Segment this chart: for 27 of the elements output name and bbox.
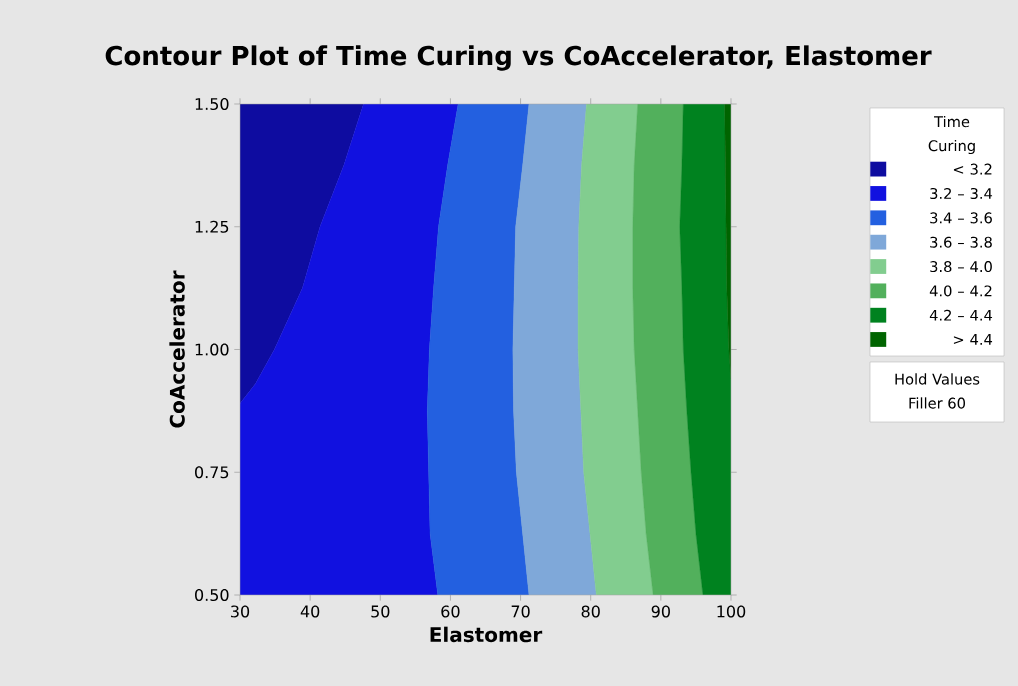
y-tick-label: 1.00 [195,343,229,356]
x-tick-label: 30 [231,605,250,618]
text: Hold Values [895,373,980,385]
text: 3.4 – 3.6 [930,212,992,224]
x-tick-label: 70 [511,605,530,618]
legend-title: Time Curing [928,115,975,155]
text: 3.2 – 3.4 [930,187,993,200]
x-tick-label: 50 [371,605,390,618]
x-tick-label: 60 [441,605,460,618]
chart-title: Contour Plot of Time Curing vs CoAccelerator, Elastomer [105,45,932,71]
x-tick-label: 40 [300,605,320,618]
x-tick-label: 100 [717,605,746,618]
text: < 3.2 [953,163,992,175]
x-tick-label: 80 [581,605,600,618]
text: 4.2 – 4.4 [929,309,993,321]
y-tick-label: 0.50 [195,588,229,602]
y-tick-label: 0.75 [195,466,229,479]
x-tick-label: 90 [651,605,670,618]
text: 3.8 – 4.0 [930,261,992,273]
text: 4.0 – 4.2 [929,285,992,297]
y-tick-label: 1.25 [195,220,229,233]
text: > 4.4 [953,334,993,345]
y-tick-label: 1.50 [195,97,229,111]
y-axis-title: CoAccelerator [169,270,185,428]
x-axis-title: Elastomer [430,626,543,643]
text: Filler 60 [909,397,965,409]
text: 3.6 – 3.8 [930,236,992,248]
